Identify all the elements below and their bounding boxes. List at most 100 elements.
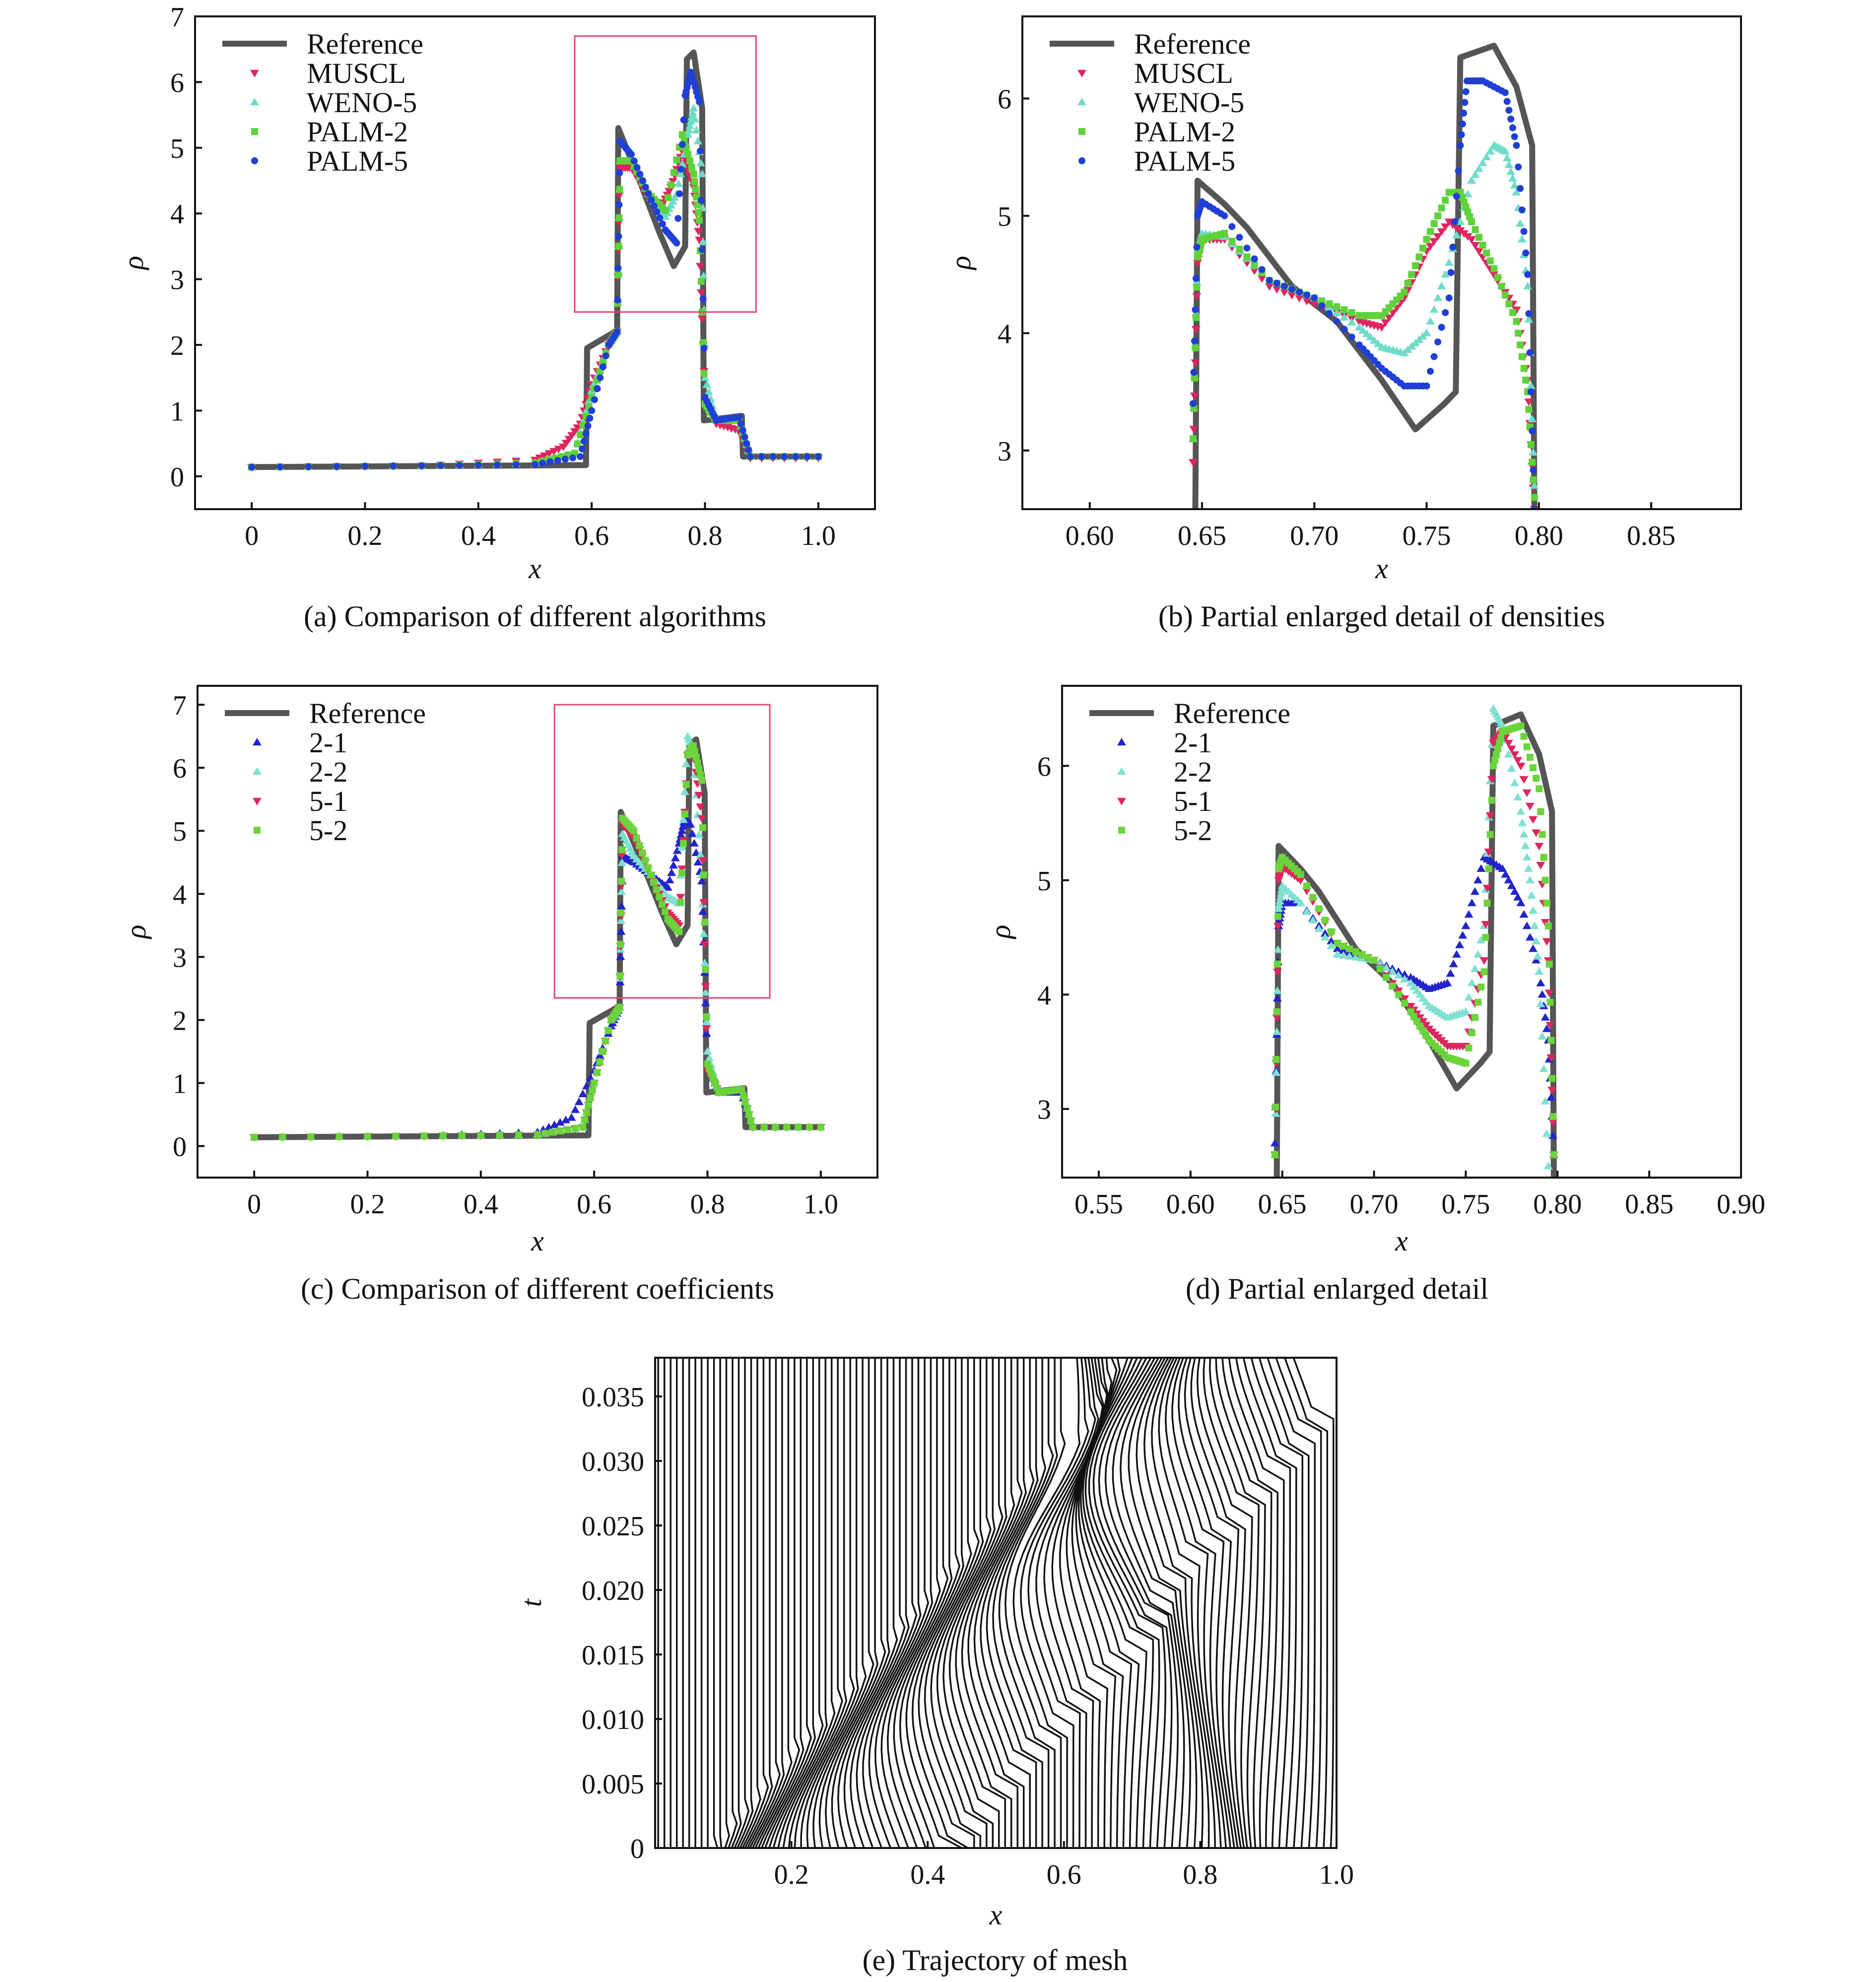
data-point bbox=[591, 396, 598, 403]
data-point bbox=[1400, 975, 1409, 983]
mesh-line bbox=[757, 1358, 804, 1848]
legend-label: 5-2 bbox=[1174, 814, 1212, 847]
axes-frame bbox=[197, 685, 878, 1179]
mesh-line bbox=[1151, 1358, 1222, 1848]
mesh-line bbox=[930, 1358, 992, 1848]
x-tick-label: 0.8 bbox=[690, 1189, 725, 1220]
data-point bbox=[758, 453, 765, 461]
legend-swatch bbox=[253, 797, 262, 805]
mesh-line bbox=[967, 1358, 1027, 1848]
data-point bbox=[1441, 270, 1450, 278]
data-point bbox=[496, 1131, 503, 1139]
data-point bbox=[1504, 875, 1513, 884]
data-point bbox=[1270, 1138, 1279, 1147]
legend-swatch bbox=[253, 767, 262, 775]
data-point bbox=[1513, 142, 1520, 149]
data-point bbox=[597, 374, 604, 382]
mesh-line bbox=[1184, 1358, 1242, 1848]
data-point bbox=[1516, 763, 1526, 771]
data-point bbox=[540, 452, 549, 460]
data-point bbox=[1536, 861, 1545, 870]
data-point bbox=[1546, 1093, 1556, 1101]
mesh-line bbox=[825, 1358, 886, 1848]
data-point bbox=[628, 151, 635, 158]
data-point bbox=[670, 169, 677, 176]
data-point bbox=[1434, 338, 1442, 346]
x-tick-label: 0.4 bbox=[464, 1189, 498, 1220]
data-point bbox=[1502, 153, 1512, 161]
data-point bbox=[1524, 271, 1532, 278]
data-point bbox=[1546, 998, 1554, 1006]
data-point bbox=[1272, 1014, 1281, 1022]
data-point bbox=[1543, 899, 1550, 907]
data-point bbox=[1275, 893, 1285, 901]
data-point bbox=[1474, 998, 1482, 1006]
data-point bbox=[670, 193, 679, 201]
data-point bbox=[1369, 336, 1379, 344]
data-point bbox=[1493, 751, 1500, 758]
x-axis-label: x bbox=[531, 1225, 544, 1257]
data-point bbox=[1333, 318, 1340, 325]
chart-d: 0.55 0.60 0.65 0.70 0.75 0.80 0.85 0.90 3 4 5 6 x ρ Re… bbox=[984, 685, 1765, 1305]
data-point bbox=[1479, 957, 1489, 965]
data-point bbox=[1479, 242, 1486, 249]
data-point bbox=[1535, 967, 1544, 975]
data-point bbox=[697, 876, 707, 885]
x-axis-label: x bbox=[1375, 552, 1388, 585]
data-point bbox=[1280, 282, 1288, 290]
data-point bbox=[1482, 152, 1491, 161]
data-point bbox=[676, 894, 685, 902]
mesh-line bbox=[955, 1358, 1015, 1848]
data-point bbox=[783, 1123, 791, 1131]
data-point bbox=[1411, 262, 1419, 269]
data-point bbox=[1507, 881, 1516, 889]
data-point bbox=[1426, 317, 1435, 325]
legend-swatch bbox=[251, 128, 258, 135]
data-point bbox=[1527, 441, 1535, 448]
mesh-line bbox=[948, 1358, 1007, 1848]
data-point bbox=[1515, 330, 1522, 337]
data-point bbox=[745, 1111, 753, 1118]
data-point bbox=[1462, 1059, 1470, 1067]
data-point bbox=[1501, 291, 1509, 299]
data-point bbox=[1486, 831, 1494, 838]
data-point bbox=[1518, 353, 1526, 360]
data-point bbox=[1272, 1068, 1281, 1076]
y-tick-label: 0 bbox=[630, 1834, 644, 1864]
data-point bbox=[639, 177, 646, 184]
mesh-line bbox=[739, 1358, 761, 1848]
data-point bbox=[1547, 1037, 1555, 1044]
data-point bbox=[1326, 310, 1333, 317]
data-point bbox=[555, 1118, 565, 1126]
data-point bbox=[390, 462, 397, 470]
data-point bbox=[1192, 293, 1202, 301]
data-point bbox=[1461, 921, 1471, 929]
mesh-line bbox=[961, 1358, 1023, 1848]
data-point bbox=[614, 271, 622, 278]
data-point bbox=[599, 1048, 606, 1055]
mesh-line bbox=[1208, 1358, 1266, 1848]
data-point bbox=[617, 909, 625, 917]
mesh-line bbox=[1158, 1358, 1227, 1848]
legend-label: 5-1 bbox=[1174, 785, 1212, 817]
data-point bbox=[693, 136, 703, 144]
data-point bbox=[1272, 286, 1281, 294]
data-point bbox=[677, 826, 687, 834]
x-tick-label: 0.80 bbox=[1515, 521, 1563, 551]
data-point bbox=[1347, 318, 1356, 326]
data-point bbox=[681, 759, 691, 768]
data-point bbox=[665, 194, 672, 201]
data-point bbox=[549, 448, 559, 456]
data-point bbox=[1381, 319, 1390, 327]
data-point bbox=[512, 461, 520, 468]
data-point bbox=[1452, 231, 1461, 239]
data-point bbox=[1351, 953, 1360, 961]
mesh-line bbox=[741, 1358, 769, 1848]
y-tick-label: 3 bbox=[173, 942, 187, 973]
mesh-line bbox=[1267, 1358, 1316, 1848]
legend-swatch bbox=[1117, 797, 1126, 805]
data-point bbox=[698, 777, 706, 784]
